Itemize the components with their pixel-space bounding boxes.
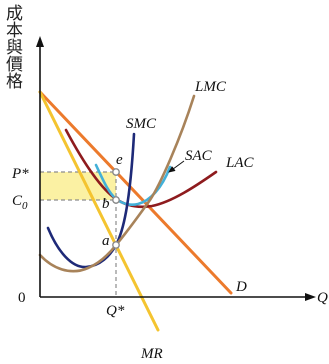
point-b-marker [112, 196, 120, 204]
x-axis-title: Q [317, 290, 328, 306]
point-a-marker [112, 241, 120, 249]
lmc-label: LMC [194, 79, 227, 95]
x-axis-arrow [305, 293, 316, 301]
origin-label: 0 [18, 290, 26, 306]
sac-pointer-arrow [168, 160, 185, 173]
point-e-label: e [116, 152, 123, 168]
mr-line [38, 90, 160, 332]
point-b-label: b [102, 196, 110, 212]
q-star-label: Q* [106, 303, 125, 319]
sac-label: SAC [185, 148, 213, 164]
c0-label: C0 [12, 193, 28, 212]
demand-label: D [235, 279, 247, 295]
y-axis-arrow [36, 36, 44, 47]
demand-line [38, 90, 233, 295]
mr-label: MR [140, 346, 163, 362]
lac-label: LAC [225, 155, 255, 171]
point-e-marker [112, 168, 120, 176]
c0-label-base: C [12, 193, 23, 209]
point-a-label: a [102, 233, 110, 249]
y-axis-title: 成本與價格 [2, 4, 22, 89]
smc-label: SMC [126, 116, 157, 132]
p-star-label: P* [11, 166, 29, 182]
c0-label-subscript: 0 [22, 200, 28, 212]
